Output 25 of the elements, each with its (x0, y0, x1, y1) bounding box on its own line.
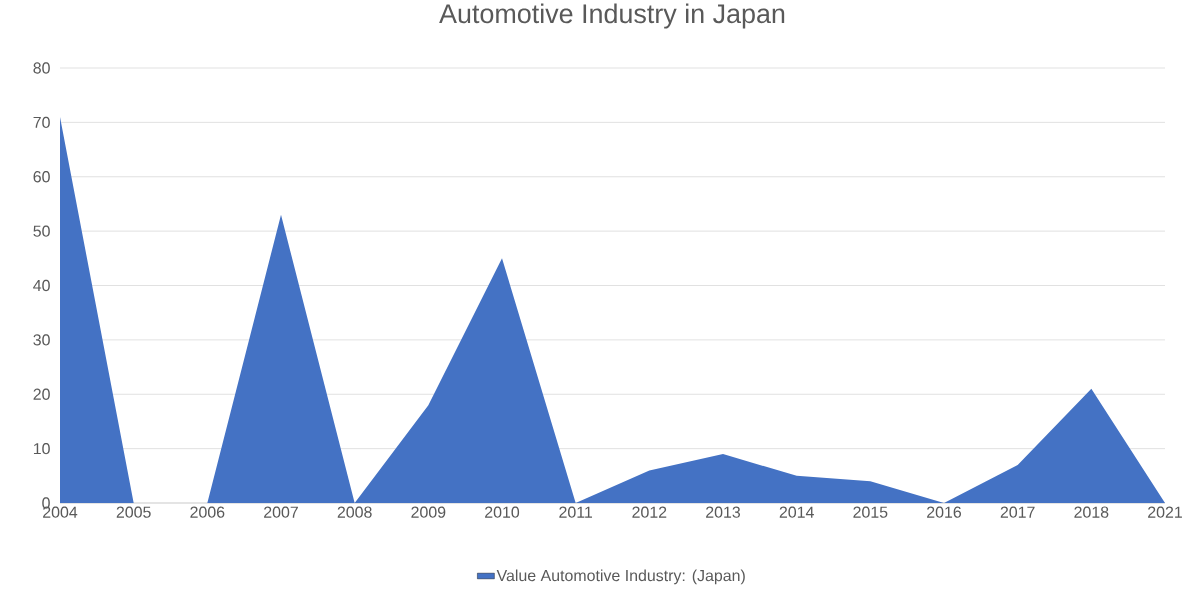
y-tick-label: 20 (33, 388, 50, 400)
y-tick-label: 80 (33, 62, 50, 74)
y-tick-label: 40 (33, 279, 50, 292)
x-tick-label: 2008 (337, 506, 372, 518)
x-tick-label: 2012 (632, 506, 667, 518)
x-tick-label: 2016 (927, 506, 962, 518)
x-tick-label: 2017 (1000, 506, 1035, 518)
x-tick-label: 2014 (779, 506, 814, 518)
x-tick-label: 2005 (116, 506, 151, 518)
y-tick-label: 10 (33, 442, 50, 455)
y-tick-label: 70 (33, 116, 50, 129)
x-tick-label: 2007 (264, 506, 298, 518)
chart-title: Automotive Industry in Japan (439, 3, 785, 29)
x-tick-label: 2006 (190, 506, 225, 518)
x-tick-label: 2010 (485, 506, 520, 518)
x-tick-label: 2009 (411, 506, 446, 518)
y-tick-label: 60 (33, 171, 50, 183)
x-tick-label: 2021 (1148, 506, 1182, 518)
x-tick-label: 2011 (559, 506, 593, 518)
y-tick-label: 30 (33, 334, 50, 346)
x-tick-label: 2018 (1074, 506, 1109, 518)
y-tick-label: 50 (33, 225, 50, 237)
legend-label: Value Automotive Industry: (Japan) (496, 569, 745, 585)
x-tick-label: 2013 (706, 506, 741, 518)
x-tick-label: 2015 (853, 506, 888, 518)
